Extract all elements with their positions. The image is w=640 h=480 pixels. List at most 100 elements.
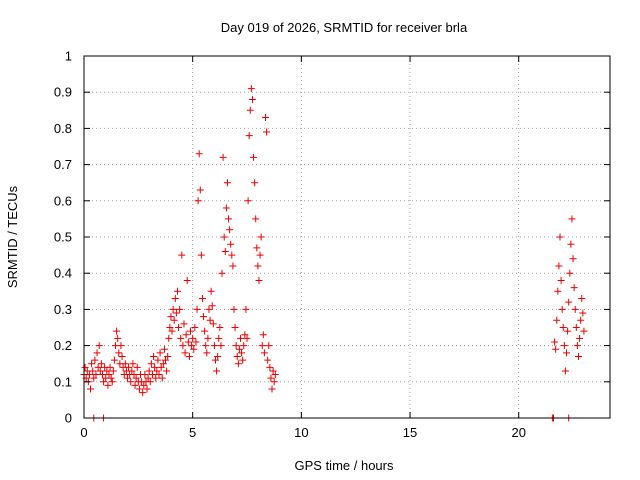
data-point (123, 374, 131, 382)
data-point (156, 349, 164, 357)
data-point (256, 251, 264, 259)
data-point (220, 233, 228, 241)
data-point (87, 385, 95, 393)
data-point (569, 255, 577, 263)
data-point (221, 247, 229, 255)
data-point (226, 226, 234, 234)
data-point (107, 374, 115, 382)
data-point (97, 360, 105, 368)
data-point (228, 251, 236, 259)
data-point (555, 262, 563, 270)
data-point (187, 327, 195, 335)
data-point (257, 233, 265, 241)
data-point (223, 179, 231, 187)
x-tick-label: 20 (511, 425, 525, 440)
data-point (91, 356, 99, 364)
data-point (88, 360, 96, 368)
data-point (182, 331, 190, 339)
y-tick-label: 0.8 (54, 121, 72, 136)
x-axis-label: GPS time / hours (295, 458, 394, 473)
data-point (177, 334, 185, 342)
data-point (110, 356, 118, 364)
grid-lines (84, 56, 610, 418)
data-point (117, 342, 125, 350)
data-point (574, 352, 582, 360)
data-point (227, 240, 235, 248)
data-point (105, 371, 113, 379)
data-point (552, 345, 560, 353)
data-point (557, 276, 565, 284)
data-point (148, 371, 156, 379)
data-point (203, 349, 211, 357)
data-point (168, 327, 176, 335)
data-point (252, 215, 260, 223)
data-point (206, 316, 214, 324)
data-point (140, 381, 148, 389)
data-point (255, 276, 263, 284)
data-point (268, 385, 276, 393)
data-point (233, 352, 241, 360)
data-point (253, 244, 261, 252)
data-point (106, 363, 114, 371)
data-point (260, 349, 268, 357)
data-point (155, 371, 163, 379)
data-point (104, 381, 112, 389)
data-point (254, 262, 262, 270)
data-point (258, 342, 266, 350)
x-axis-ticks: 0 5 10 15 20 (80, 56, 526, 440)
data-point (551, 338, 559, 346)
data-point (567, 240, 575, 248)
y-tick-label: 0.6 (54, 193, 72, 208)
data-point (212, 356, 219, 364)
data-point (576, 334, 584, 342)
data-point (175, 324, 183, 331)
data-point (185, 352, 193, 360)
data-point (172, 309, 180, 317)
data-point (572, 324, 580, 331)
data-point (573, 342, 581, 350)
data-point (173, 287, 181, 295)
data-point (151, 363, 159, 371)
data-point (125, 363, 133, 371)
data-point (152, 374, 160, 382)
data-point (95, 342, 103, 350)
data-point (234, 360, 242, 368)
data-point (214, 352, 222, 360)
data-point (264, 356, 272, 364)
data-point (192, 338, 200, 346)
data-point (244, 197, 252, 205)
data-point (236, 334, 244, 342)
data-point (189, 334, 197, 342)
data-point (216, 324, 224, 331)
data-point (178, 251, 186, 259)
data-point (153, 367, 161, 375)
data-point (230, 305, 238, 313)
data-point (127, 378, 135, 386)
data-point (197, 251, 205, 259)
data-point (154, 356, 162, 364)
data-point (85, 371, 93, 379)
x-tick-label: 15 (403, 425, 417, 440)
data-point (219, 153, 227, 161)
data-point (553, 316, 561, 324)
data-point (250, 153, 258, 161)
data-point (103, 367, 111, 375)
data-point (565, 298, 573, 306)
data-point (269, 367, 277, 375)
y-axis-label: SRMTID / TECUs (5, 185, 20, 288)
data-point (191, 324, 199, 331)
data-points (80, 85, 588, 422)
data-point (141, 371, 149, 379)
y-tick-label: 0 (65, 411, 72, 426)
data-point (164, 352, 172, 360)
data-point (94, 363, 102, 371)
data-point (89, 367, 97, 375)
y-axis-ticks: 0 0.1 0.2 0.3 0.4 0.5 0.6 0.7 0.8 0.9 1 (54, 49, 610, 426)
data-point (159, 360, 167, 368)
data-point (188, 342, 196, 350)
data-point (100, 378, 108, 386)
data-point (579, 309, 587, 317)
data-point (247, 85, 255, 93)
data-point (128, 367, 136, 375)
